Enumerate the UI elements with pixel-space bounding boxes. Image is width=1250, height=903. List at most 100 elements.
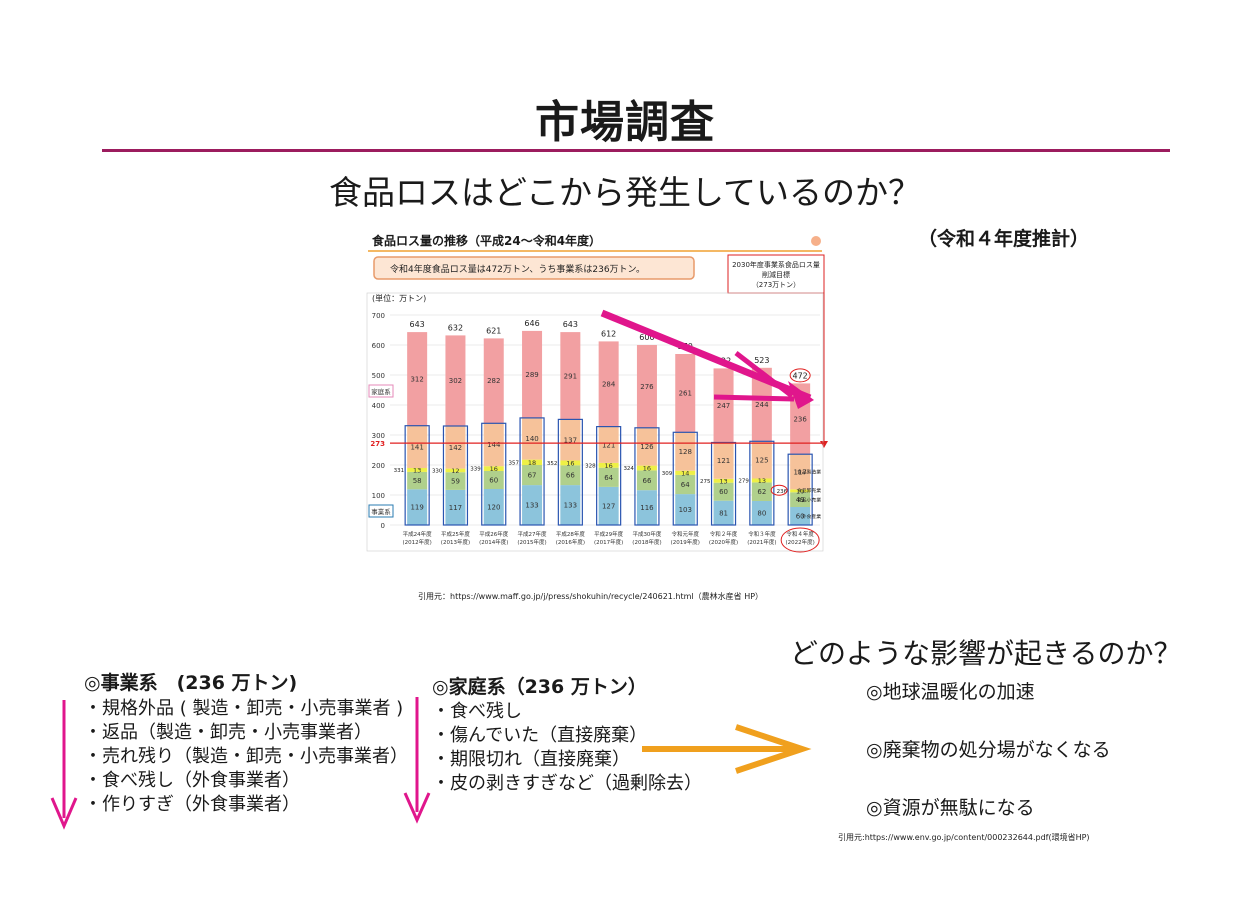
x-tick-label: (2016年度) [556,538,585,546]
y-tick-label: 600 [372,342,385,350]
business-outline [787,453,813,526]
bar-segment [522,459,543,465]
impact-item: ◎地球温暖化の加速 [866,681,1035,703]
segment-label: 244 [755,401,769,409]
segment-label: 64 [681,481,690,489]
business-total-label: 309 [662,471,673,477]
segment-label: 66 [642,477,651,485]
total-label: 643 [410,320,425,329]
page-title: 市場調査 [535,97,715,148]
impact-source: 引用元:https://www.env.go.jp/content/000232… [838,833,1090,842]
list-item: ・食べ残し（外食事業者） [84,770,300,791]
trend-arrow-2 [734,351,794,398]
household-side-label: 家庭系 [371,387,391,396]
segment-label: 62 [757,488,766,496]
x-tick-label: (2017年度) [594,538,623,546]
highlight-year-circle [780,527,820,553]
bar-segment [522,330,543,418]
target-box-text: 2030年度事業系食品ロス量 [732,260,820,269]
segment-label: 302 [449,377,462,385]
x-tick-label: (2014年度) [479,538,508,546]
x-tick-label: 平成28年度 [556,530,585,538]
business-outline [404,425,430,526]
business-total-label: 236 [777,489,788,495]
bar-segment [636,465,657,471]
total-label: 472 [793,371,808,380]
segment-label: 128 [679,448,692,456]
x-tick-label: (2012年度) [403,538,432,546]
chart-source: 引用元：https://www.maff.go.jp/j/press/shoku… [418,592,764,601]
target-box-text: （273万トン） [752,281,800,289]
list-item: ・食べ残し [432,701,522,722]
bar-segment [445,468,466,473]
bar-segment [560,332,581,420]
business-outline [672,431,698,526]
segment-label: 289 [525,371,538,379]
segment-label: 141 [410,443,423,451]
bar-segment [790,507,811,525]
chart-title: 食品ロス量の推移（平成24～令和4年度） [371,233,601,248]
bar-segment [675,470,696,475]
plot-frame [366,292,824,552]
bar-segment [522,465,543,486]
segment-label: 80 [757,510,766,518]
list-item: ・規格外品 ( 製造・卸売・小売事業者 ) [84,698,404,719]
target-box [727,254,825,294]
x-tick-label: (2018年度) [632,538,661,546]
target-pointer-head [820,441,828,448]
x-tick-label: (2021年度) [747,538,776,546]
bar-segment [713,442,734,479]
chart-note: 令和4年度食品ロス量は472万トン、うち事業系は236万トン。 [390,263,645,275]
y-tick-label: 0 [381,522,385,530]
bar-segment [445,489,466,525]
business-outline [749,440,775,526]
business-total-label: 328 [585,463,596,469]
segment-label: 60 [796,513,805,521]
y-tick-label: 300 [372,432,385,440]
bar-segment [407,468,428,472]
total-label: 621 [486,327,501,336]
bar-segment [751,367,772,441]
total-label: 632 [448,323,463,332]
segment-label: 59 [451,478,460,486]
segment-label: 247 [717,402,730,410]
bar-segment [751,478,772,483]
list-item: ・返品（製造・卸売・小売事業者） [84,722,372,743]
business-down-arrow [50,700,78,830]
segment-label: 121 [717,457,730,465]
business-outline [634,427,660,526]
bar-segment [675,354,696,433]
segment-label: 13 [413,466,421,474]
segment-label: 144 [487,441,501,449]
x-tick-label: 平成25年度 [441,530,470,538]
y-tick-label: 500 [372,372,385,380]
bar-segment [675,494,696,525]
bar-segment [598,467,619,487]
bar-segment [407,471,428,490]
household-down-arrow [403,697,431,824]
x-tick-label: 平成27年度 [518,530,547,538]
bar-segment [522,417,543,460]
segment-label: 284 [602,381,616,389]
household-heading: ◎家庭系（236 万トン） [432,676,647,698]
business-total-label: 324 [623,466,634,472]
total-label: 612 [601,329,616,338]
bar-segment [445,335,466,426]
estimate-label: （令和４年度推計） [918,228,1090,250]
x-tick-label: 令和３年度 [748,530,776,538]
business-total-label: 279 [738,478,749,484]
legend-label: 食品製造業 [797,469,821,476]
segment-label: 121 [602,441,615,449]
business-outline [596,426,622,526]
bar-segment [445,426,466,469]
business-total-label: 331 [394,468,405,474]
x-tick-label: 平成26年度 [479,530,508,538]
segment-label: 58 [413,477,422,485]
segment-label: 116 [640,504,654,512]
segment-label: 140 [525,435,538,443]
y-tick-label: 400 [372,402,385,410]
bar-segment [636,345,657,428]
bar-segment [407,425,428,468]
bar-segment [751,441,772,479]
segment-label: 60 [489,477,498,485]
